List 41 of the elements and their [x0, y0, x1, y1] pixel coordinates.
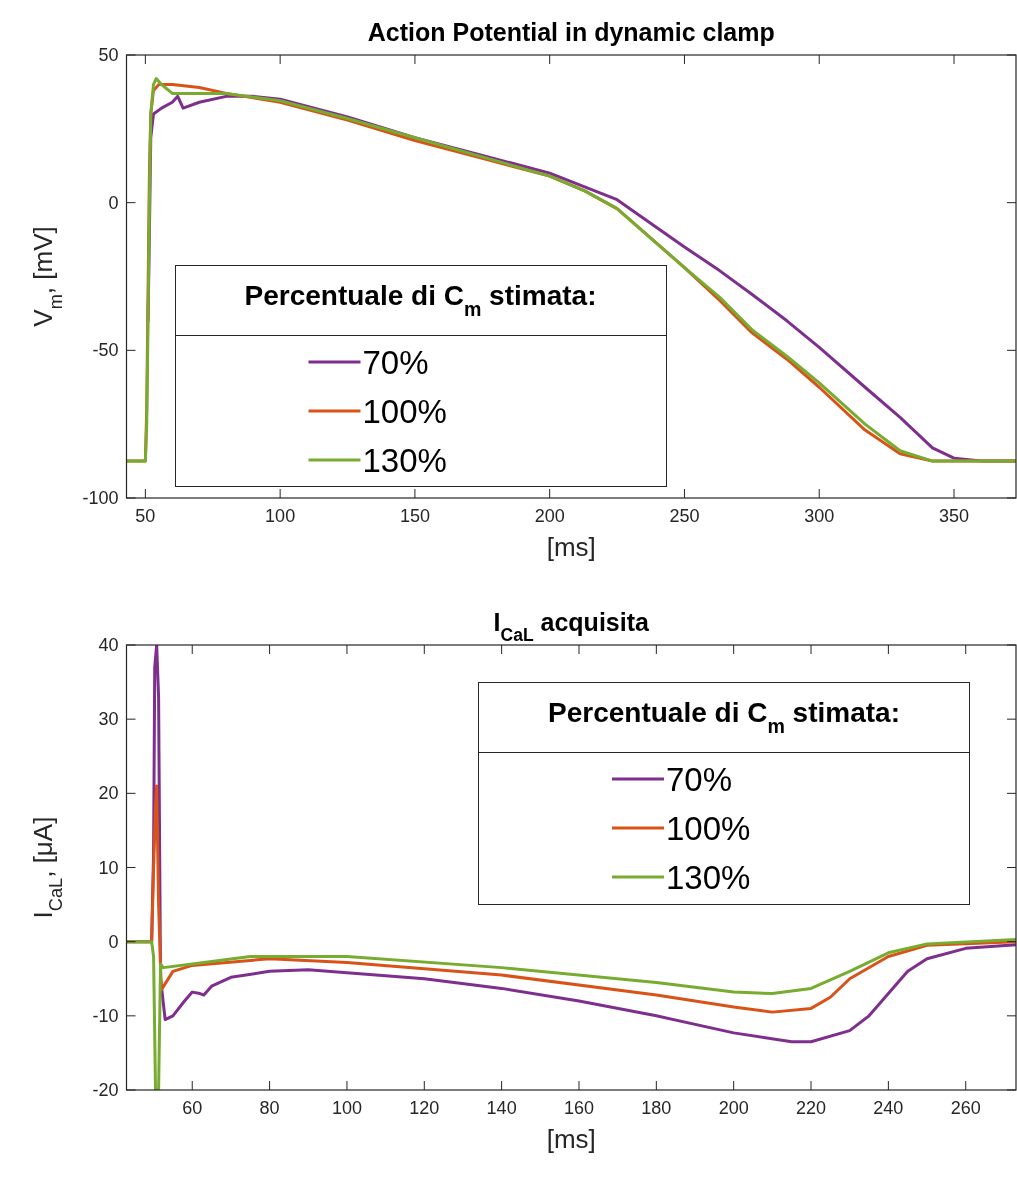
y-tick-label: 30 — [98, 709, 119, 730]
legend-label: 100% — [666, 810, 751, 847]
legend-label: 130% — [362, 442, 447, 479]
x-tick-label: 220 — [796, 1098, 827, 1118]
legend-label: 70% — [362, 344, 429, 381]
x-tick-label: 160 — [563, 1098, 595, 1118]
x-tick-label: 60 — [182, 1098, 203, 1118]
y-tick-label: 40 — [98, 635, 119, 655]
x-tick-label: 250 — [669, 506, 700, 526]
x-tick-label: 140 — [486, 1098, 517, 1118]
legend-title: Percentuale di C$_{m}$ stimata: — [548, 697, 900, 737]
legend-title: Percentuale di C$_{m}$ stimata: — [244, 280, 597, 320]
y-tick-label: -100 — [82, 488, 119, 508]
x-tick-label: 100 — [265, 506, 296, 526]
x-tick-label: 240 — [873, 1098, 904, 1118]
y-tick-label: 20 — [98, 783, 119, 804]
y-tick-label: 0 — [108, 931, 119, 952]
x-tick-label: 200 — [534, 506, 565, 526]
y-tick-label: -10 — [92, 1005, 119, 1026]
y-tick-label: -50 — [92, 340, 119, 361]
legend-label: 100% — [362, 393, 447, 430]
legend-label: 70% — [666, 761, 733, 798]
x-tick-label: 100 — [331, 1098, 362, 1118]
x-tick-label: 300 — [804, 506, 835, 526]
y-tick-label: 0 — [108, 192, 119, 213]
x-tick-label: 150 — [399, 506, 430, 526]
x-tick-label: 180 — [641, 1098, 672, 1118]
chart-title: I$_{CaL}$ acquisita — [493, 608, 651, 645]
y-tick-label: -20 — [92, 1080, 119, 1100]
x-axis-title: [ms] — [546, 532, 596, 562]
x-tick-label: 200 — [718, 1098, 749, 1118]
x-tick-label: 260 — [950, 1098, 981, 1118]
x-tick-label: 80 — [259, 1098, 280, 1118]
x-tick-label: 50 — [135, 506, 156, 526]
y-tick-label: 10 — [98, 857, 119, 878]
x-tick-label: 350 — [938, 506, 970, 526]
x-tick-label: 120 — [409, 1098, 440, 1118]
chart-title: Action Potential in dynamic clamp — [367, 18, 775, 46]
y-tick-label: 50 — [98, 45, 119, 65]
legend-label: 130% — [666, 859, 751, 896]
x-axis-title: [ms] — [546, 1124, 596, 1154]
